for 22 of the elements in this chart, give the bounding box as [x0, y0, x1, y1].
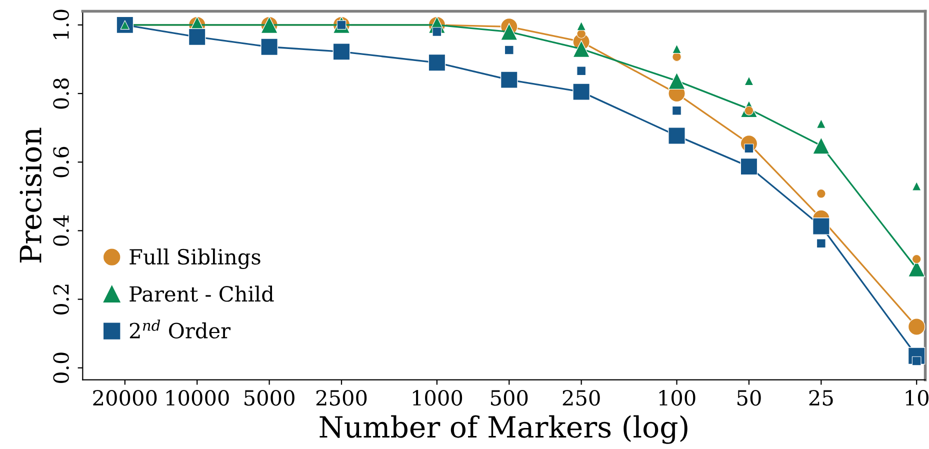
legend-label: 2$^{nd}$ Order	[130, 320, 231, 339]
x-axis-title: Number of Markers (log)	[320, 415, 688, 444]
legend-label: Parent - Child	[130, 286, 274, 302]
x-tick-label: 2500	[316, 390, 367, 406]
x-tick-label: 5000	[244, 390, 294, 406]
x-tick-label: 50	[737, 390, 761, 406]
y-tick-label: 0.0	[53, 352, 69, 384]
x-tick-label: 250	[562, 390, 600, 406]
y-tick-label: 0.2	[53, 284, 69, 314]
y-axis-title: Precision	[20, 128, 42, 262]
y-tick-label: 0.8	[53, 78, 69, 109]
x-tick-label: 25	[809, 390, 833, 406]
x-tick-label: 100	[659, 390, 696, 406]
x-tick-label: 10000	[166, 390, 229, 406]
x-tick-label: 1000	[412, 390, 462, 406]
y-tick-label: 0.4	[53, 215, 69, 246]
x-tick-label: 10	[906, 390, 928, 406]
x-tick-label: 500	[491, 390, 528, 406]
x-tick-label: 20000	[93, 390, 157, 406]
y-tick-label: 0.6	[53, 146, 69, 178]
y-tick-label: 1.0	[53, 10, 69, 39]
legend-label: Full Siblings	[130, 248, 260, 270]
